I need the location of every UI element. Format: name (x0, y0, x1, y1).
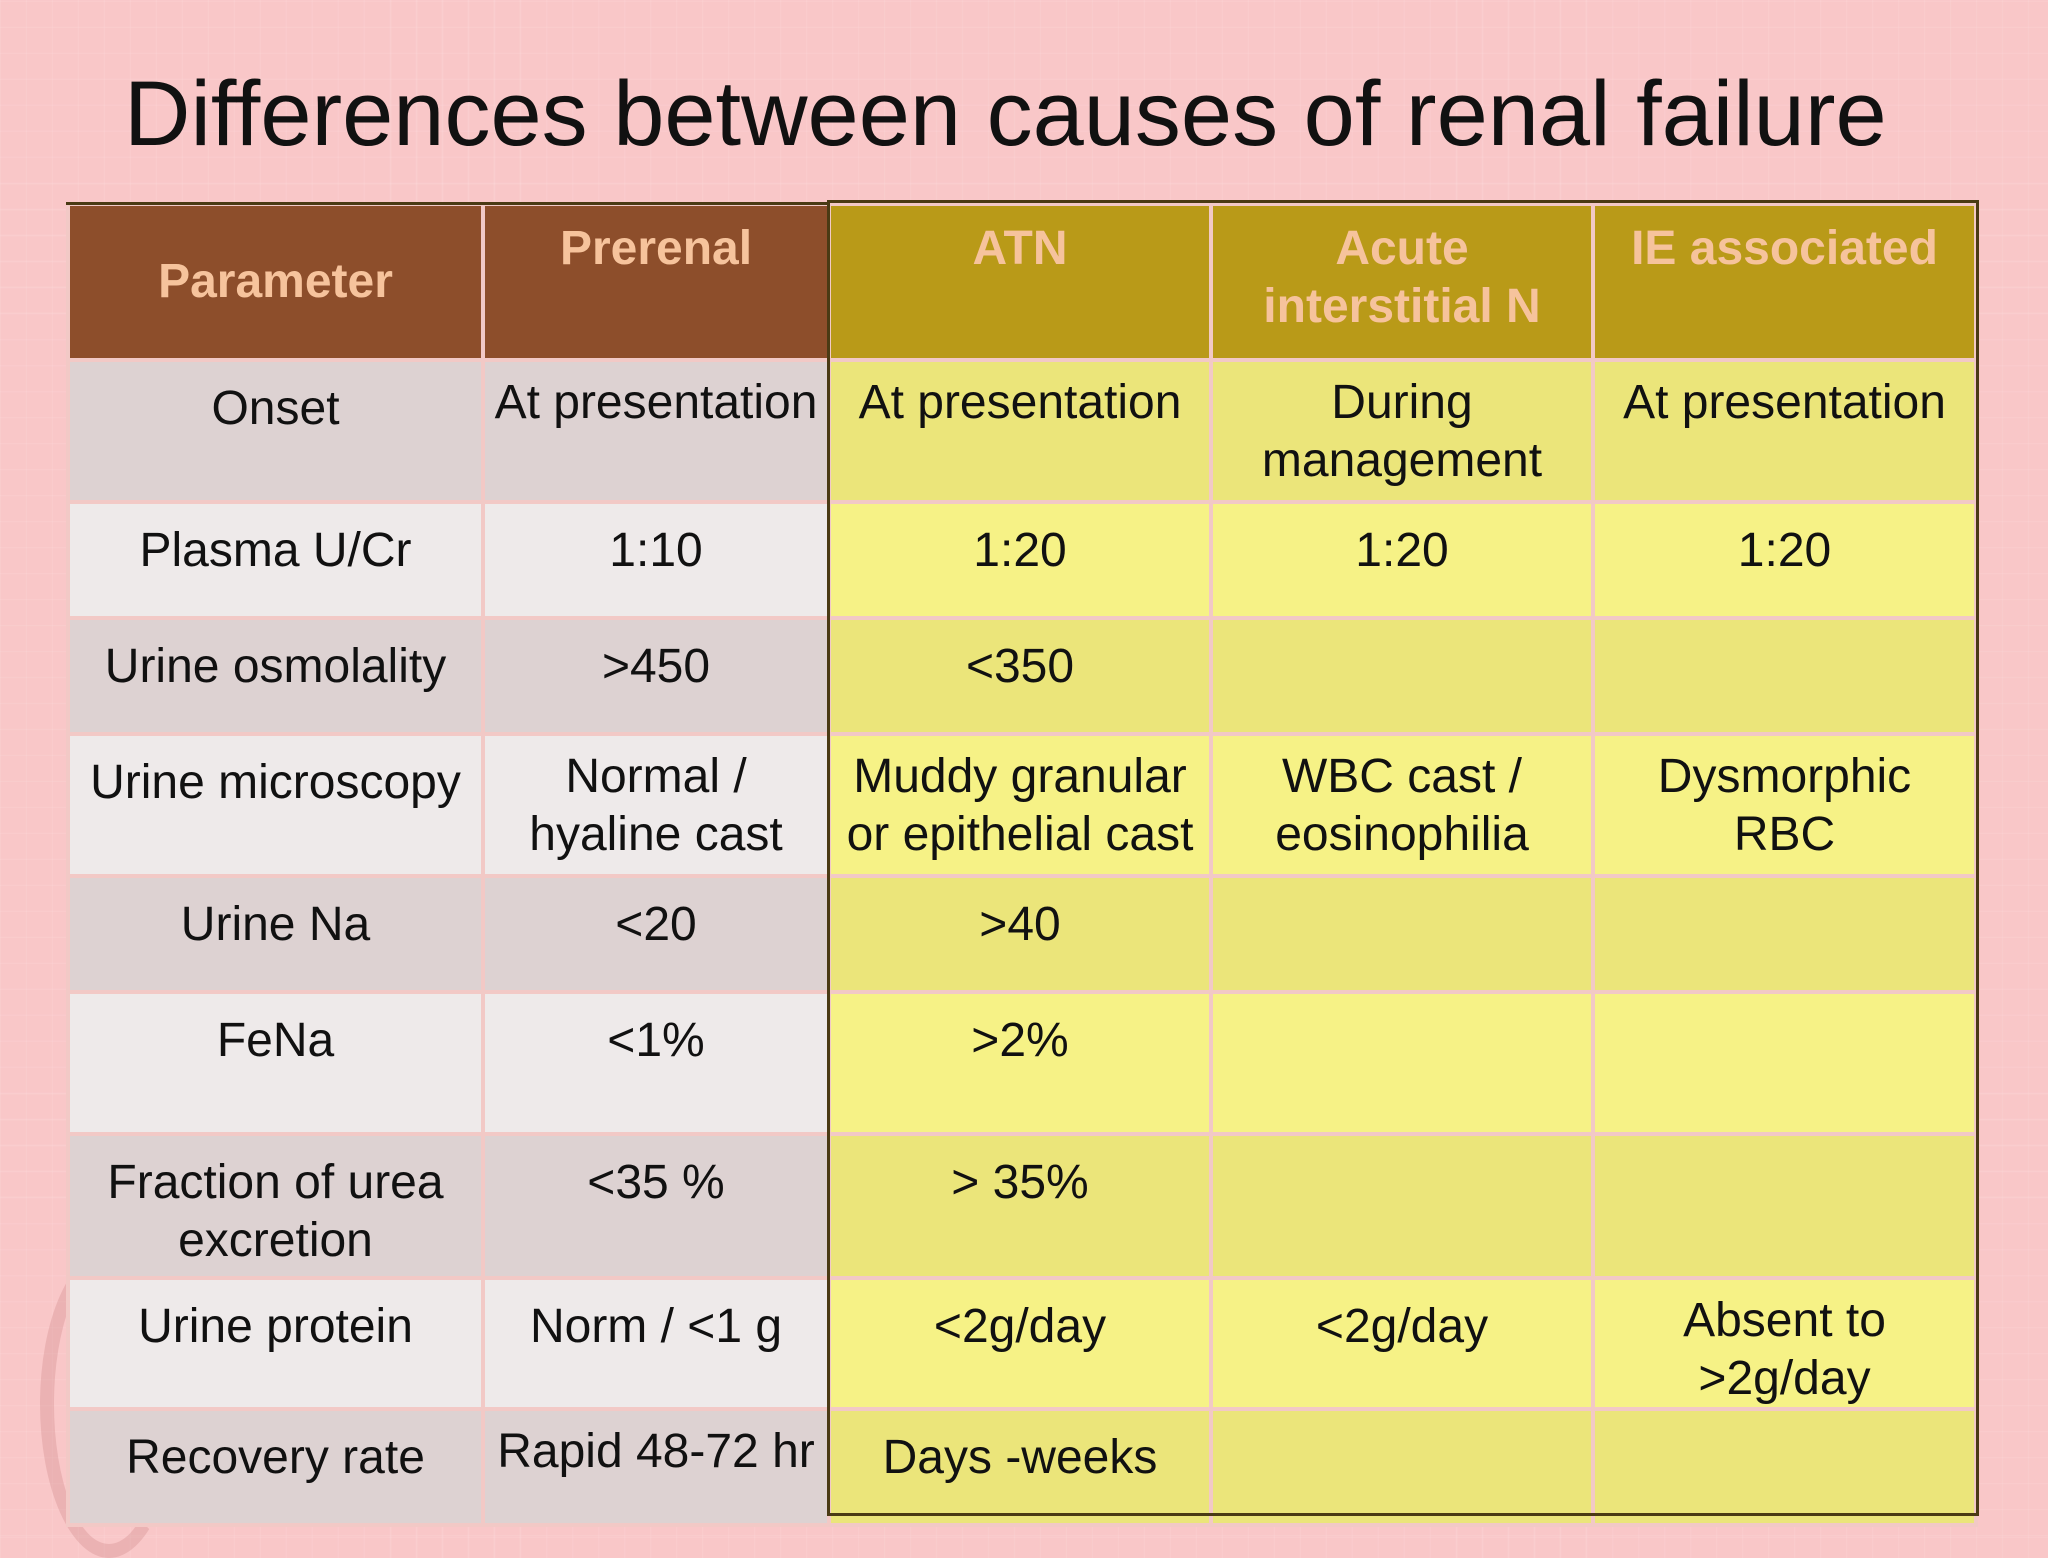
cell-ie-associated: 1:20 (1591, 500, 1978, 620)
cell-parameter: Urine microscopy (66, 732, 485, 878)
renal-failure-comparison-table: Parameter Prerenal ATN Acute interstitia… (66, 202, 1978, 1528)
cell-ie-associated (1591, 1407, 1978, 1528)
cell-acute-interstitial: 1:20 (1209, 500, 1595, 620)
table-row: Plasma U/Cr 1:10 1:20 1:20 1:20 (66, 500, 1978, 620)
cell-prerenal: <20 (481, 874, 831, 994)
cell-parameter: Urine osmolality (66, 616, 485, 736)
cell-prerenal: At presentation (481, 358, 831, 504)
table-row: Fraction of urea excretion <35 % > 35% (66, 1132, 1978, 1280)
cell-atn: >40 (827, 874, 1213, 994)
cell-parameter: Urine Na (66, 874, 485, 994)
table-row: Recovery rate Rapid 48-72 hr Days -weeks (66, 1407, 1978, 1528)
cell-acute-interstitial (1209, 990, 1595, 1136)
header-atn: ATN (827, 202, 1213, 362)
cell-acute-interstitial (1209, 874, 1595, 994)
table-top-border (66, 202, 827, 205)
cell-acute-interstitial (1209, 1132, 1595, 1280)
header-prerenal: Prerenal (481, 202, 831, 362)
cell-acute-interstitial: <2g/day (1209, 1275, 1595, 1412)
cell-parameter: Recovery rate (66, 1407, 485, 1528)
cell-parameter: Fraction of urea excretion (66, 1132, 485, 1280)
header-parameter: Parameter (66, 202, 485, 362)
table-row: Onset At presentation At presentation Du… (66, 358, 1978, 504)
cell-acute-interstitial: WBC cast / eosinophilia (1209, 732, 1595, 878)
cell-prerenal: Norm / <1 g (481, 1275, 831, 1412)
table-header-row: Parameter Prerenal ATN Acute interstitia… (66, 202, 1978, 362)
table-row: Urine microscopy Normal / hyaline cast M… (66, 732, 1978, 878)
cell-ie-associated (1591, 874, 1978, 994)
cell-acute-interstitial: During management (1209, 358, 1595, 504)
cell-atn: <350 (827, 616, 1213, 736)
header-ie-associated: IE associated (1591, 202, 1978, 362)
cell-parameter: FeNa (66, 990, 485, 1136)
cell-prerenal: >450 (481, 616, 831, 736)
table-row: Urine Na <20 >40 (66, 874, 1978, 994)
cell-parameter: Plasma U/Cr (66, 500, 485, 620)
cell-prerenal: Normal / hyaline cast (481, 732, 831, 878)
cell-atn: <2g/day (827, 1275, 1213, 1412)
cell-acute-interstitial (1209, 1407, 1595, 1528)
cell-atn: Muddy granular or epithelial cast (827, 732, 1213, 878)
table-row: Urine protein Norm / <1 g <2g/day <2g/da… (66, 1275, 1978, 1412)
cell-ie-associated (1591, 990, 1978, 1136)
cell-atn: >2% (827, 990, 1213, 1136)
cell-ie-associated: Dysmorphic RBC (1591, 732, 1978, 878)
table-row: FeNa <1% >2% (66, 990, 1978, 1136)
cell-parameter: Urine protein (66, 1275, 485, 1412)
cell-prerenal: Rapid 48-72 hr (481, 1407, 831, 1528)
table-row: Urine osmolality >450 <350 (66, 616, 1978, 736)
cell-ie-associated (1591, 1132, 1978, 1280)
cell-atn: At presentation (827, 358, 1213, 504)
cell-atn: Days -weeks (827, 1407, 1213, 1528)
cell-acute-interstitial (1209, 616, 1595, 736)
slide-title: Differences between causes of renal fail… (124, 63, 1887, 165)
cell-atn: > 35% (827, 1132, 1213, 1280)
cell-prerenal: 1:10 (481, 500, 831, 620)
cell-ie-associated: At presentation (1591, 358, 1978, 504)
cell-prerenal: <1% (481, 990, 831, 1136)
cell-ie-associated (1591, 616, 1978, 736)
cell-ie-associated: Absent to >2g/day (1591, 1275, 1978, 1412)
cell-parameter: Onset (66, 358, 485, 504)
cell-atn: 1:20 (827, 500, 1213, 620)
cell-prerenal: <35 % (481, 1132, 831, 1280)
header-acute-interstitial: Acute interstitial N (1209, 202, 1595, 362)
